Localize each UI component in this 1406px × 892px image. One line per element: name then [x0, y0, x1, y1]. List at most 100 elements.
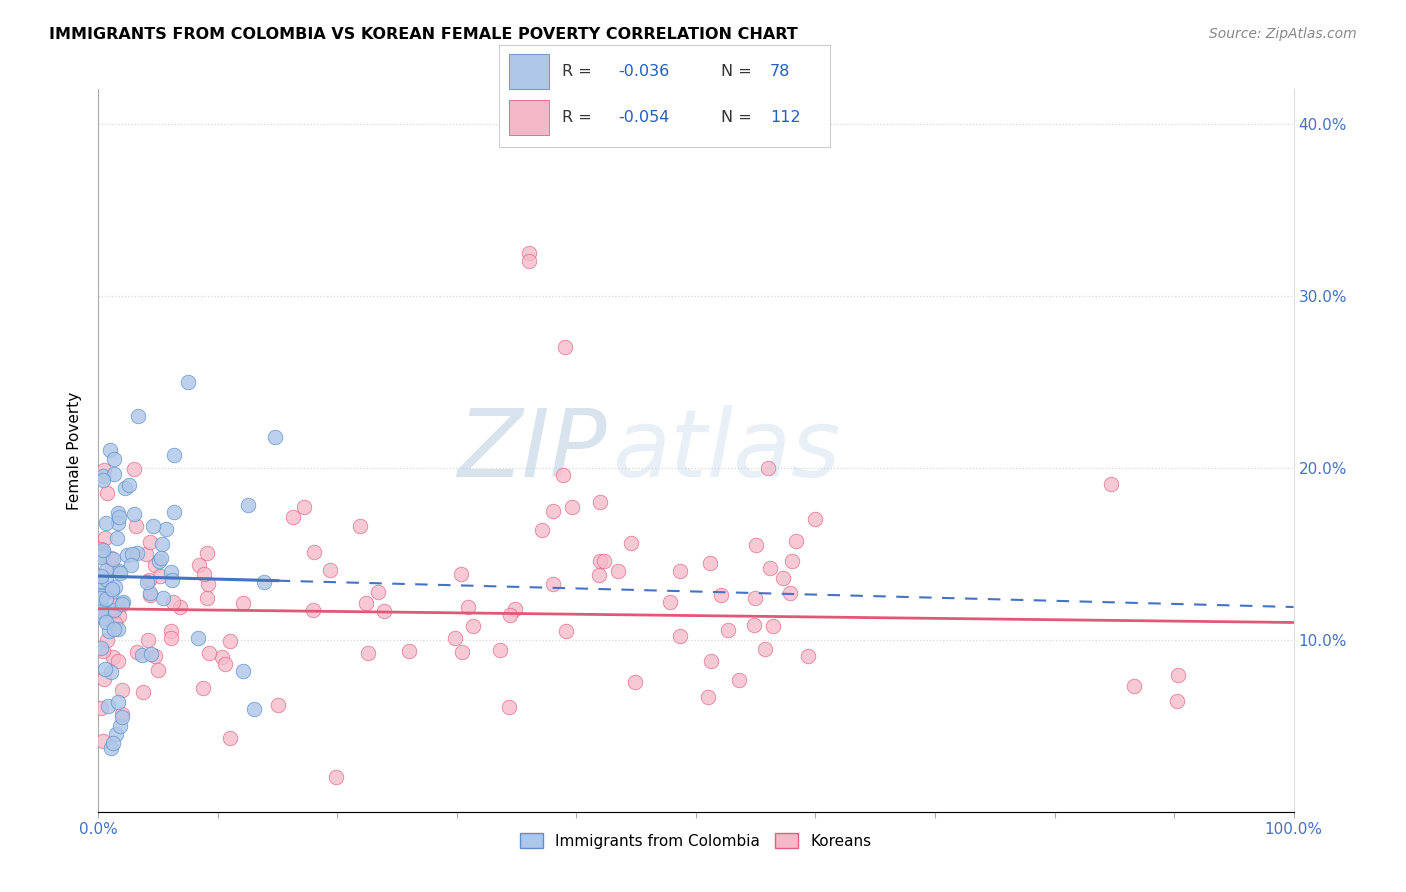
Point	[160, 565, 183, 579]
Point	[553, 467, 575, 482]
Point	[90, 602, 112, 616]
Point	[96, 591, 118, 606]
Point	[232, 596, 254, 610]
Point	[112, 595, 135, 609]
Point	[124, 462, 146, 476]
Point	[127, 409, 149, 423]
Point	[762, 619, 785, 633]
Point	[759, 560, 782, 574]
Point	[162, 448, 184, 462]
Text: -0.054: -0.054	[619, 110, 669, 125]
Point	[155, 522, 177, 536]
Point	[281, 509, 304, 524]
Point	[100, 665, 122, 679]
Point	[319, 563, 342, 577]
Point	[90, 641, 112, 656]
Point	[107, 598, 129, 612]
Point	[754, 641, 776, 656]
Point	[302, 603, 325, 617]
Point	[160, 632, 183, 646]
Point	[91, 644, 114, 658]
Point	[148, 554, 170, 568]
Point	[111, 597, 134, 611]
Point	[94, 531, 117, 545]
Point	[103, 622, 125, 636]
Point	[97, 624, 120, 639]
Point	[143, 558, 166, 572]
Point	[101, 649, 124, 664]
Point	[132, 684, 155, 698]
Point	[100, 560, 122, 574]
Point	[93, 672, 115, 686]
Point	[100, 583, 122, 598]
Point	[700, 654, 723, 668]
Point	[457, 599, 479, 614]
Point	[162, 595, 184, 609]
Point	[195, 591, 218, 605]
Point	[373, 604, 395, 618]
Point	[517, 245, 540, 260]
Point	[108, 566, 131, 580]
Point	[193, 567, 215, 582]
Point	[111, 710, 134, 724]
Point	[139, 585, 162, 599]
Point	[264, 430, 287, 444]
Text: R =: R =	[562, 63, 596, 78]
Point	[98, 443, 122, 458]
Point	[541, 503, 564, 517]
Point	[139, 588, 162, 602]
Text: N =: N =	[720, 110, 756, 125]
Point	[236, 498, 259, 512]
Point	[91, 542, 114, 557]
Point	[503, 602, 526, 616]
Point	[91, 468, 114, 483]
Point	[97, 699, 120, 714]
Point	[489, 643, 512, 657]
Point	[146, 663, 169, 677]
Point	[149, 550, 172, 565]
Point	[745, 538, 768, 552]
Point	[96, 633, 118, 648]
Text: Source: ZipAtlas.com: Source: ZipAtlas.com	[1209, 27, 1357, 41]
Point	[100, 551, 122, 566]
Point	[96, 615, 118, 629]
Point	[450, 566, 472, 581]
Point	[107, 506, 129, 520]
Point	[103, 603, 125, 617]
Point	[744, 591, 766, 605]
Point	[138, 574, 160, 588]
Point	[105, 727, 128, 741]
Point	[111, 707, 134, 722]
Point	[253, 575, 276, 590]
Point	[122, 507, 145, 521]
Point	[214, 657, 236, 672]
Point	[142, 518, 165, 533]
Point	[398, 644, 420, 658]
Point	[91, 734, 114, 748]
Point	[197, 646, 219, 660]
Point	[191, 681, 214, 696]
Point	[105, 531, 128, 545]
Text: atlas: atlas	[613, 405, 841, 496]
Point	[115, 548, 138, 562]
Point	[103, 452, 125, 467]
Point	[443, 631, 465, 645]
Point	[219, 731, 242, 745]
Point	[302, 545, 325, 559]
Point	[160, 573, 183, 587]
Point	[756, 460, 779, 475]
Point	[169, 599, 191, 614]
Point	[779, 586, 801, 600]
Point	[589, 495, 612, 509]
Point	[243, 701, 266, 715]
Point	[91, 545, 114, 559]
Point	[699, 556, 721, 570]
Point	[94, 516, 117, 530]
Text: 112: 112	[770, 110, 800, 125]
Point	[727, 673, 749, 688]
Point	[120, 558, 142, 573]
Point	[219, 634, 242, 648]
Point	[554, 340, 576, 354]
Point	[127, 645, 149, 659]
Text: -0.036: -0.036	[619, 63, 669, 78]
